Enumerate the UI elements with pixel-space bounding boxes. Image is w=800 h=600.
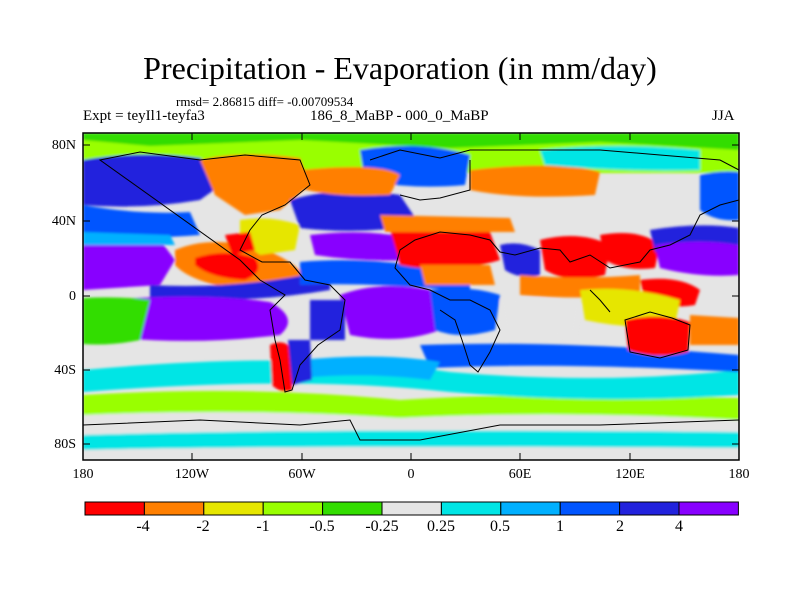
x-tick-label: 60E (508, 467, 532, 482)
colorbar-label: 1 (556, 518, 564, 535)
x-tick-label: 180 (728, 467, 750, 482)
axis-ticks (83, 133, 739, 460)
colorbar-swatch (440, 501, 502, 516)
y-tick-label: 80S (54, 437, 76, 452)
pe-field (83, 133, 739, 460)
colorbar-swatch (143, 501, 205, 516)
x-tick-label: 120W (174, 467, 210, 482)
coastlines (83, 149, 739, 441)
colorbar-swatch (619, 501, 680, 516)
colorbar-swatch (203, 501, 264, 516)
colorbar-swatch (262, 501, 324, 516)
colorbar-label: 4 (675, 518, 683, 535)
colorbar-label: 2 (616, 518, 624, 535)
y-tick-label: 80N (51, 138, 76, 153)
x-tick-label: 120E (615, 467, 645, 482)
colorbar-label: 0.5 (490, 518, 510, 535)
season-label: JJA (712, 108, 735, 124)
experiment-label: Expt = teyIl1-teyfa3 (83, 108, 205, 124)
colorbar-label: -1 (256, 518, 270, 535)
colorbar-label: -0.25 (365, 518, 399, 535)
colorbar-swatch (559, 501, 621, 516)
figure-title: Precipitation - Evaporation (in mm/day) (143, 50, 657, 86)
colorbar-label: 0.25 (427, 518, 455, 535)
colorbar-swatch (84, 501, 145, 516)
y-tick-label: 40S (54, 363, 76, 378)
x-tick-label: 180 (72, 467, 94, 482)
colorbar-label: -4 (136, 518, 150, 535)
y-tick-label: 0 (69, 289, 76, 304)
colorbar-swatch (678, 501, 739, 516)
x-tick-label: 60W (288, 467, 316, 482)
period-label: 186_8_MaBP - 000_0_MaBP (310, 108, 489, 124)
colorbar-swatch (322, 501, 383, 516)
colorbar-label: -0.5 (309, 518, 335, 535)
stats-text: rmsd= 2.86815 diff= -0.00709534 (176, 94, 354, 109)
x-tick-label: 0 (407, 467, 415, 482)
colorbar-swatch (381, 501, 442, 516)
colorbar-label: -2 (196, 518, 210, 535)
y-tick-label: 40N (51, 214, 76, 229)
colorbar-swatch (500, 501, 561, 516)
colorbar (84, 501, 739, 516)
